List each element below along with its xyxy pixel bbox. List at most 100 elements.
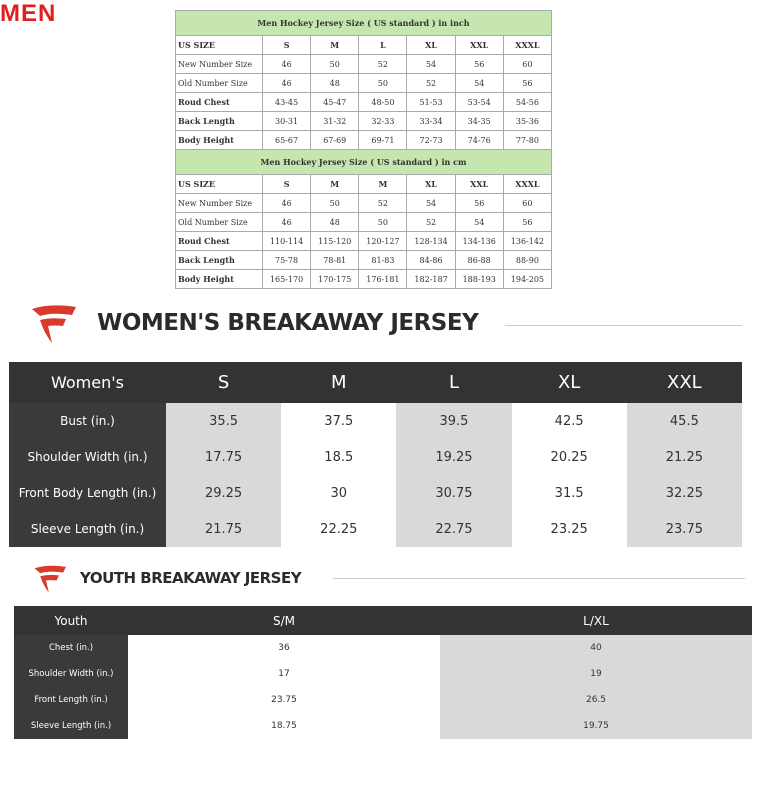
table-cell: Back Length — [175, 111, 263, 131]
table-cell: 45-47 — [310, 92, 360, 112]
table-row: Old Number Size 46 48 50 52 54 56 — [175, 73, 553, 93]
table-cell: 30.75 — [396, 475, 512, 511]
table-cell: 48 — [310, 73, 360, 93]
table-cell: 35.5 — [166, 403, 282, 439]
table-cell: Front Body Length (in.) — [9, 475, 166, 511]
table-row: Shoulder Width (in.) 17 19 — [14, 661, 752, 687]
table-row: Front Body Length (in.) 29.25 30 30.75 31.5 3… — [9, 475, 742, 511]
table-cell: Shoulder Width (in.) — [9, 439, 166, 475]
table-cell: Front Length (in.) — [14, 687, 128, 713]
table-cell: 51-53 — [406, 92, 456, 112]
youth-section-title: YOUTH BREAKAWAY JERSEY — [80, 569, 302, 587]
table-title: Men Hockey Jersey Size ( US standard ) i… — [175, 10, 552, 36]
table-cell: 110-114 — [261, 231, 312, 251]
table-cell: 23.75 — [626, 511, 742, 547]
divider — [333, 578, 745, 579]
table-row: Sleeve Length (in.) 21.75 22.25 22.75 23.25 2… — [9, 511, 742, 547]
table-cell: 54 — [406, 54, 456, 74]
table-cell: 170-175 — [310, 269, 360, 289]
table-cell: 56 — [502, 212, 553, 232]
table-cell: 54 — [406, 193, 456, 213]
table-cell: 20.25 — [550, 449, 588, 465]
table-cell: 17 — [278, 669, 290, 679]
table-row: Youth S/M L/XL — [14, 606, 752, 635]
table-cell: Back Length — [175, 250, 263, 270]
table-cell: 48-50 — [358, 92, 408, 112]
table-row: Men Hockey Jersey Size ( US standard ) i… — [175, 10, 552, 36]
table-cell: 54 — [454, 73, 504, 93]
table-cell: 30-31 — [261, 111, 312, 131]
table-cell: 46 — [261, 54, 312, 74]
table-cell: 88-90 — [502, 250, 553, 270]
table-cell: S — [261, 174, 312, 194]
table-cell: 78-81 — [310, 250, 360, 270]
table-cell: 19.25 — [396, 439, 512, 475]
table-row: Old Number Size 46 48 50 52 54 56 — [175, 212, 553, 232]
table-cell: S — [261, 35, 312, 55]
table-row: Front Length (in.) 23.75 26.5 — [14, 687, 752, 713]
table-cell: 45.5 — [626, 403, 742, 439]
table-row: Body Height 165-170 170-175 176-181 182-187 1… — [175, 269, 553, 289]
table-cell: 60 — [502, 193, 553, 213]
table-cell: 60 — [502, 54, 553, 74]
table-cell: 23.75 — [271, 695, 297, 705]
table-cell: L — [358, 35, 408, 55]
table-cell: XXL — [454, 35, 504, 55]
table-cell: XL — [406, 174, 456, 194]
table-cell: 21.75 — [166, 511, 282, 547]
men-label: MEN — [0, 0, 57, 27]
table-cell: 21.25 — [626, 439, 742, 475]
table-cell: 52 — [406, 212, 456, 232]
table-cell: Body Height — [175, 269, 263, 289]
table-row: US SIZE S M L XL XXL XXXL — [175, 35, 553, 55]
table-cell: 34-35 — [454, 111, 504, 131]
table-cell: 50 — [310, 54, 360, 74]
table-cell: Chest (in.) — [14, 635, 128, 661]
table-row: US SIZE S M M XL XXL XXXL — [175, 174, 553, 194]
table-cell: New Number Size — [175, 54, 263, 74]
table-cell: 46 — [261, 193, 312, 213]
table-row: New Number Size 46 50 52 54 56 60 — [175, 193, 553, 213]
table-cell: 52 — [406, 73, 456, 93]
divider — [505, 325, 742, 326]
table-cell: 182-187 — [406, 269, 456, 289]
table-row: Sleeve Length (in.) 18.75 19.75 — [14, 713, 752, 739]
table-cell: 31-32 — [310, 111, 360, 131]
table-cell: 18.5 — [324, 449, 354, 465]
table-cell: 17.75 — [166, 439, 282, 475]
table-cell: 74-76 — [454, 130, 504, 150]
table-cell: 23.25 — [550, 521, 588, 537]
table-cell: 26.5 — [440, 687, 752, 713]
table-cell: 37.5 — [324, 413, 354, 429]
table-title: Men Hockey Jersey Size ( US standard ) i… — [175, 149, 552, 175]
table-cell: 42.5 — [554, 413, 584, 429]
table-cell: Roud Chest — [175, 231, 263, 251]
table-cell: 120-127 — [358, 231, 408, 251]
table-cell: 50 — [358, 73, 408, 93]
table-cell: Shoulder Width (in.) — [14, 661, 128, 687]
table-cell: 86-88 — [454, 250, 504, 270]
column-header: L/XL — [440, 606, 752, 635]
table-cell: 54-56 — [502, 92, 553, 112]
table-cell: 75-78 — [261, 250, 312, 270]
table-cell: 19 — [440, 661, 752, 687]
table-row: Body Height 65-67 67-69 69-71 72-73 74-76 77-8… — [175, 130, 553, 150]
column-header: M — [281, 362, 397, 403]
table-cell: XL — [406, 35, 456, 55]
table-cell: Bust (in.) — [9, 403, 166, 439]
table-cell: 194-205 — [502, 269, 553, 289]
table-cell: 31.5 — [554, 485, 584, 501]
table-cell: 32-33 — [358, 111, 408, 131]
table-cell: 56 — [454, 54, 504, 74]
table-row: Shoulder Width (in.) 17.75 18.5 19.25 20.25 2… — [9, 439, 742, 475]
column-header: Women's — [9, 362, 166, 403]
table-cell: 134-136 — [454, 231, 504, 251]
table-cell: 53-54 — [454, 92, 504, 112]
table-cell: US SIZE — [175, 174, 263, 194]
table-cell: 69-71 — [358, 130, 408, 150]
table-cell: 29.25 — [166, 475, 282, 511]
table-row: New Number Size 46 50 52 54 56 60 — [175, 54, 553, 74]
table-cell: 54 — [454, 212, 504, 232]
table-row: Roud Chest 43-45 45-47 48-50 51-53 53-54 54-56 — [175, 92, 553, 112]
table-cell: 56 — [454, 193, 504, 213]
